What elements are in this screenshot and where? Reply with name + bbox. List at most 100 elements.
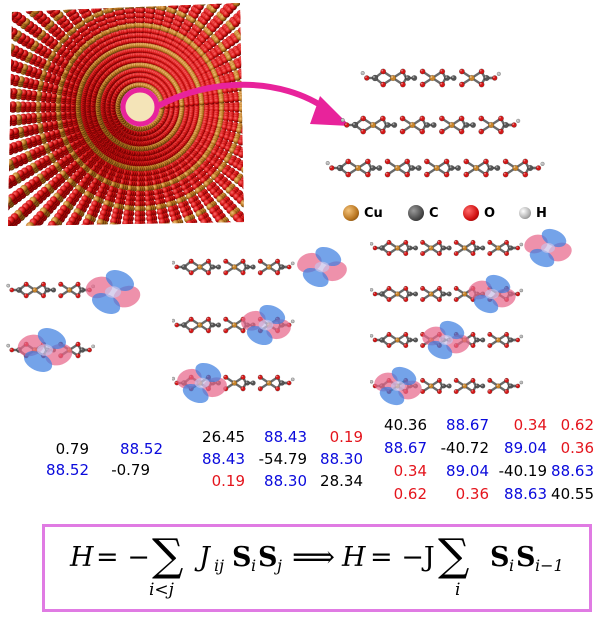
- carbon-atom: [215, 264, 222, 270]
- carbon-atom: [244, 380, 250, 386]
- oxygen-atom: [478, 68, 485, 75]
- oxygen-atom: [436, 377, 442, 383]
- matrix-cell: -40.19: [498, 462, 547, 480]
- carbon-atom: [441, 291, 447, 297]
- matrix-cell: 0.34: [393, 462, 427, 480]
- matrix-cell: 88.67: [384, 439, 427, 457]
- copper-atom: [369, 121, 377, 129]
- carbon-atom: [404, 75, 411, 81]
- oxygen-atom: [419, 68, 426, 75]
- oxygen-atom: [403, 285, 409, 291]
- hydrogen-atom: [519, 242, 524, 247]
- matrix-cell: 0.36: [455, 485, 489, 503]
- carbon-atom: [244, 264, 250, 270]
- carbon-atom: [384, 122, 391, 128]
- oxygen-atom: [75, 281, 81, 287]
- oxygen-atom: [420, 343, 426, 349]
- carbon-atom: [474, 337, 480, 343]
- oxygen-atom: [515, 291, 521, 297]
- copper-atom: [433, 164, 440, 172]
- oxygen-atom: [498, 115, 504, 122]
- hydrogen-atom: [340, 117, 345, 123]
- oxygen-atom: [404, 171, 411, 178]
- oxygen-atom: [504, 239, 510, 245]
- matrix-cell: 0.79: [55, 440, 89, 458]
- carbon-atom: [250, 264, 256, 270]
- spin-s-3-sub: i: [509, 556, 515, 575]
- legend-label: C: [429, 205, 439, 221]
- carbon-atom: [527, 164, 534, 172]
- matrix-cell: 0.62: [560, 416, 594, 434]
- carbon-atom: [407, 291, 413, 297]
- oxygen-atom: [386, 285, 392, 291]
- copper-atom: [495, 383, 501, 389]
- oxygen-atom: [420, 297, 426, 303]
- oxygen-atom: [463, 158, 470, 165]
- carbon-atom: [336, 164, 344, 172]
- oxygen-atom: [386, 331, 392, 337]
- oxygen-atom: [174, 264, 180, 270]
- hydrogen-atom: [6, 343, 11, 348]
- carbon-atom: [480, 383, 486, 389]
- carbon-atom: [45, 287, 51, 293]
- oxygen-atom: [399, 81, 406, 88]
- sum-subscript-2: i: [455, 580, 461, 600]
- carbon-atom: [450, 75, 457, 81]
- oxygen-atom: [205, 328, 212, 334]
- matrix-cell: 0.62: [393, 485, 427, 503]
- legend-item-o: O: [463, 203, 495, 223]
- matrix-cell: 0.19: [211, 472, 245, 490]
- oxygen-atom: [420, 377, 426, 383]
- matrix-cell: 88.43: [202, 450, 245, 468]
- oxygen-atom: [58, 293, 64, 299]
- matrix-cell: -40.72: [440, 439, 489, 457]
- carbon-atom: [79, 287, 86, 293]
- oxygen-atom: [470, 389, 476, 395]
- sum-symbol-2: ∑: [438, 530, 470, 581]
- oxygen-atom: [364, 158, 371, 165]
- oxygen-atom: [487, 389, 493, 395]
- oxygen-atom: [399, 128, 406, 135]
- oxygen-atom: [453, 377, 459, 383]
- oxygen-atom: [274, 386, 281, 392]
- oxygen-atom: [498, 128, 504, 135]
- carbon-atom: [474, 245, 480, 251]
- copper-atom: [428, 291, 434, 297]
- carbon-atom: [508, 383, 514, 389]
- carbon-atom: [444, 75, 451, 81]
- oxygen-atom: [403, 297, 409, 303]
- cu-atom-icon: [343, 205, 359, 221]
- oxygen-atom: [23, 281, 29, 287]
- matrix-cell: 88.43: [264, 428, 307, 446]
- matrix-cell: 88.52: [120, 440, 163, 458]
- oxygen-atom: [420, 251, 426, 257]
- oxygen-atom: [345, 158, 352, 165]
- oxygen-atom: [436, 297, 442, 303]
- copper-atom: [448, 121, 455, 129]
- copper-atom: [468, 74, 475, 82]
- matrix-cell: 28.34: [320, 472, 363, 490]
- spin-s-1: S: [232, 542, 252, 573]
- c-atom-icon: [408, 205, 424, 221]
- copper-atom: [389, 74, 397, 82]
- oxygen-atom: [386, 239, 392, 245]
- oxygen-atom: [511, 122, 517, 128]
- hydrogen-atom: [172, 376, 176, 381]
- oxygen-atom: [463, 171, 470, 178]
- oxygen-atom: [458, 81, 465, 88]
- oxygen-atom: [436, 251, 442, 257]
- oxygen-atom: [240, 386, 246, 392]
- oxygen-atom: [436, 389, 442, 395]
- oxygen-atom: [364, 171, 371, 178]
- oxygen-atom: [436, 239, 442, 245]
- carbon-atom: [413, 245, 419, 251]
- copper-atom: [394, 337, 401, 343]
- oxygen-atom: [453, 285, 459, 291]
- oxygen-atom: [274, 258, 281, 264]
- copper-atom: [231, 322, 238, 328]
- spin-s-3: S: [490, 542, 510, 573]
- coupling-matrix-2x2: 0.79 88.52 88.52 -0.79: [40, 440, 170, 482]
- trimer-orbitals-image: [172, 246, 347, 404]
- oxygen-atom: [504, 343, 510, 349]
- carbon-atom: [215, 322, 222, 328]
